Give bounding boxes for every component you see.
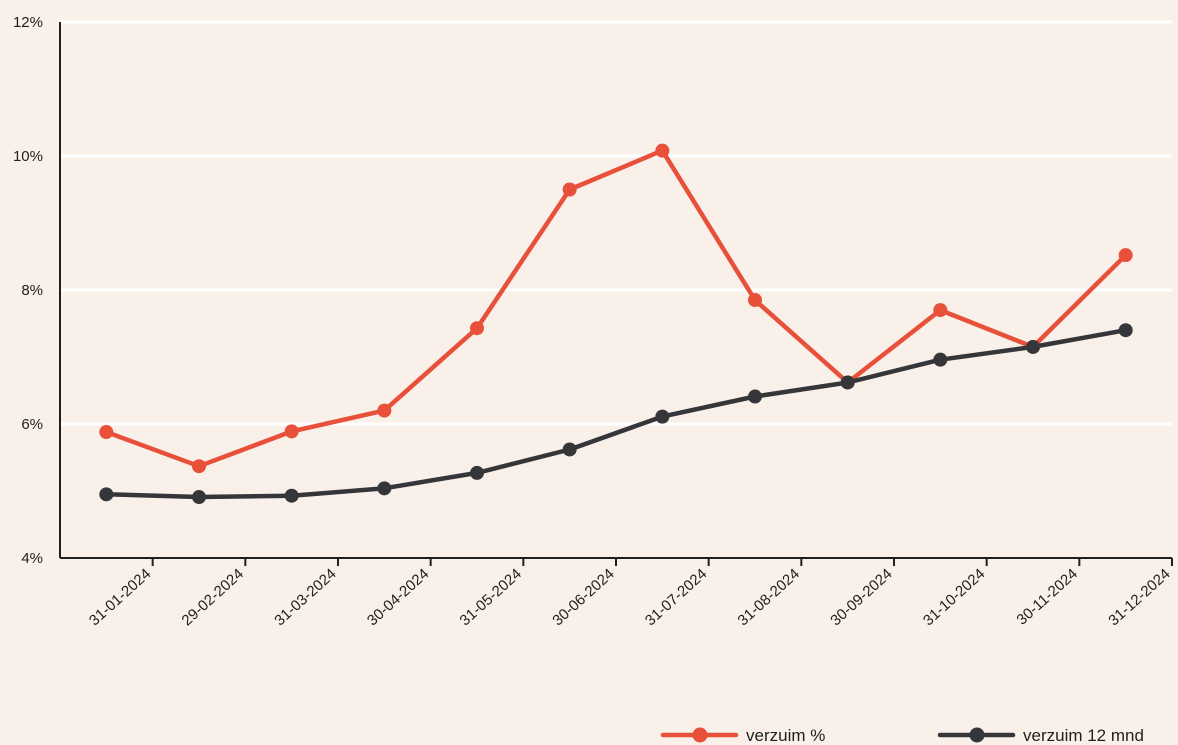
data-point xyxy=(562,442,577,457)
data-point xyxy=(1026,339,1040,354)
legend-label: verzuim 12 mnd xyxy=(1023,726,1144,745)
data-point xyxy=(933,352,948,367)
legend-label: verzuim % xyxy=(746,726,825,745)
legend: verzuim % verzuim 12 mnd xyxy=(660,726,1144,745)
data-point xyxy=(655,143,670,158)
legend-marker xyxy=(969,727,985,743)
x-tick-label: 31-05-2024 xyxy=(457,565,525,629)
data-point xyxy=(748,389,762,404)
x-axis-ticks: 31-01-2024 29-02-2024 31-03-2024 30-04-2024… xyxy=(86,558,1174,629)
data-point xyxy=(99,487,114,502)
y-axis-ticks: 4% 6% 8% 10% 12% xyxy=(13,14,43,567)
data-point xyxy=(377,481,392,496)
data-point xyxy=(840,375,855,390)
data-point xyxy=(377,403,392,418)
y-tick-label: 4% xyxy=(21,550,43,567)
x-tick-label: 31-12-2024 xyxy=(1105,565,1173,629)
x-tick-label: 29-02-2024 xyxy=(179,565,247,629)
x-tick-label: 31-03-2024 xyxy=(271,565,339,629)
series-line xyxy=(104,148,1128,469)
data-point xyxy=(562,182,577,197)
data-point xyxy=(748,293,762,308)
data-point xyxy=(470,321,484,336)
x-tick-label: 31-10-2024 xyxy=(920,565,988,629)
y-tick-label: 6% xyxy=(21,416,43,433)
x-tick-label: 31-07-2024 xyxy=(642,565,710,629)
data-point xyxy=(284,424,299,439)
data-point xyxy=(1118,323,1133,338)
data-point xyxy=(99,425,114,440)
data-point xyxy=(470,465,484,480)
y-tick-label: 10% xyxy=(13,148,43,165)
data-point xyxy=(192,459,206,474)
x-tick-label: 30-04-2024 xyxy=(364,565,432,629)
x-tick-label: 30-11-2024 xyxy=(1013,565,1081,628)
x-tick-label: 30-06-2024 xyxy=(549,565,617,629)
x-tick-label: 30-09-2024 xyxy=(827,565,895,629)
data-point xyxy=(655,409,670,424)
data-point xyxy=(192,490,206,505)
x-tick-label: 31-01-2024 xyxy=(86,565,154,629)
x-tick-label: 31-08-2024 xyxy=(735,565,803,629)
series-group xyxy=(99,143,1133,505)
data-point xyxy=(933,303,948,318)
y-tick-label: 12% xyxy=(13,14,43,31)
legend-marker xyxy=(692,727,708,743)
series-line xyxy=(104,327,1128,500)
y-tick-label: 8% xyxy=(21,282,43,299)
data-point xyxy=(1118,248,1133,263)
gridlines xyxy=(60,20,1172,426)
data-point xyxy=(284,488,299,503)
